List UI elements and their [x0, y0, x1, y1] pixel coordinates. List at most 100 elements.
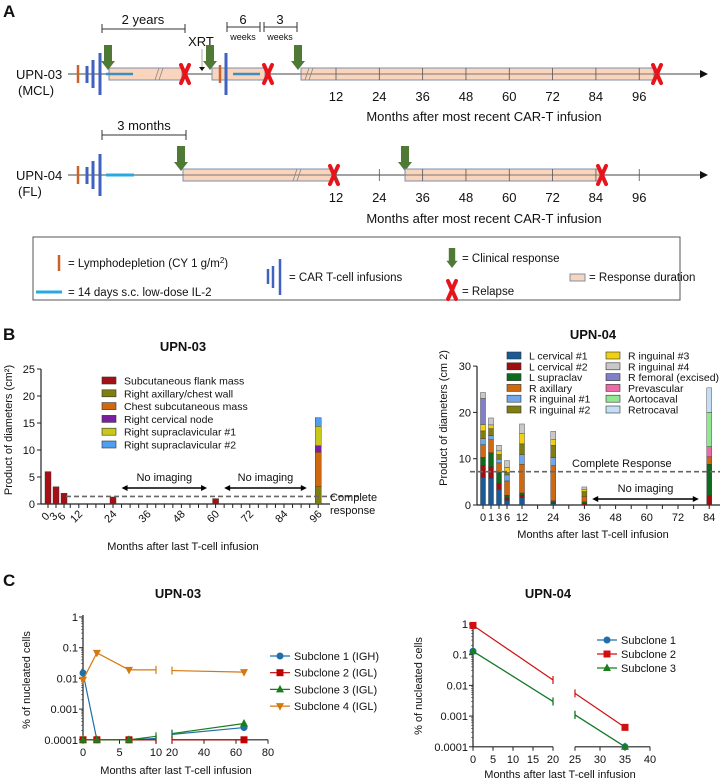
x-tick-label: 36 [137, 508, 154, 525]
bar-segment-l-supraclav [550, 500, 556, 503]
series-subclone-3-igl-marker [124, 735, 133, 743]
bar-segment-subcutaneous-flank-mass [52, 486, 60, 505]
month-tick-label: 72 [545, 89, 559, 104]
bar-segment-l-cervical-1 [496, 489, 502, 506]
legend-label: Subcutaneous flank mass [124, 376, 244, 388]
bar-segment-r-axillary [519, 464, 525, 494]
bar-segment-r-inguinal-2 [550, 445, 556, 458]
y-tick-label: 1 [462, 619, 468, 631]
y-tick-label: 10 [23, 445, 35, 457]
legend-label: R inguinal #2 [529, 405, 590, 417]
clinical-response-arrow-icon [174, 146, 188, 171]
bar-segment-l-cervical-1 [550, 503, 556, 506]
arrowhead-right [300, 485, 307, 491]
weeks-label: weeks [229, 32, 256, 42]
month-tick-label: 12 [329, 190, 343, 205]
upn04-axis-label: Months after most recent CAR-T infusion [366, 211, 601, 226]
series-subclone-3-igl-marker [92, 735, 101, 743]
y-axis-label: % of nucleated cells [21, 631, 33, 729]
upn04-timeline: UPN-04 (FL) 3 months 12 24 36 48 60 72 84 96 Mo… [16, 118, 708, 226]
legend-swatch [605, 373, 621, 381]
bar-segment-l-supraclav [504, 495, 510, 499]
series-subclone-4-igl-marker [124, 666, 133, 675]
bar-segment-l-cervical-1 [488, 477, 494, 506]
x-tick-label: 24 [547, 512, 559, 524]
month-tick-label: 96 [632, 89, 646, 104]
legend-label: R femoral (excised) [628, 372, 719, 384]
panel-label-a: A [3, 2, 15, 21]
legend-swatch [506, 362, 522, 371]
x-tick-label: 72 [239, 508, 256, 525]
panel-label-c: C [3, 571, 15, 590]
legend-swatch [605, 351, 621, 360]
legend-label: Subclone 2 [621, 649, 676, 661]
upn03-month-ticks: 12 24 36 48 60 72 84 96 [329, 68, 646, 104]
y-tick-label: 30 [459, 361, 471, 373]
legend-swatch [101, 427, 117, 436]
bar-segment-r-inguinal-1 [488, 435, 494, 440]
bar-segment-r-inguinal-3 [496, 450, 502, 455]
x-tick-label: 30 [594, 754, 606, 766]
x-tick-label: 0 [470, 754, 476, 766]
y-tick-label: 0.001 [440, 711, 468, 723]
legend-label: Right supraclavicular #1 [124, 427, 236, 439]
x-tick-label: 35 [619, 754, 631, 766]
legend-marker [276, 669, 284, 677]
upn03-diagnosis: (MCL) [18, 83, 54, 98]
clinical-response-arrow-icon [291, 45, 305, 70]
upn04-month-ticks: 12 24 36 48 60 72 84 96 [329, 169, 646, 205]
series-subclone-4-igl-line [171, 669, 245, 673]
x-tick-label: 60 [230, 747, 242, 759]
legend-swatch [101, 440, 117, 449]
month-tick-label: 72 [545, 190, 559, 205]
legend-marker [276, 652, 284, 660]
legend-marker [276, 684, 284, 693]
bar-segment-l-cervical-2 [581, 502, 588, 506]
x-tick-label: 72 [672, 512, 684, 524]
x-tick-label: 40 [198, 747, 210, 759]
upn04-label: UPN-04 [16, 168, 62, 183]
three-months-bracket: 3 months [101, 118, 187, 140]
bar-segment-l-supraclav [519, 492, 525, 496]
y-tick-label: 10 [459, 454, 471, 466]
bar-segment-l-cervical-2 [706, 495, 712, 506]
axis-break-icon [154, 67, 164, 81]
legend-label: Retrocaval [628, 405, 678, 417]
arrowhead-right [201, 485, 208, 491]
bar-segment-l-supraclav [488, 452, 494, 467]
bar-segment-l-cervical-1 [504, 500, 510, 506]
arrowhead-left [121, 485, 128, 491]
bar-segment-r-inguinal-1 [519, 454, 525, 465]
y-tick-label: 0.0001 [434, 742, 468, 754]
series-subclone-3-marker [621, 742, 629, 750]
x-tick-label: 20 [547, 754, 559, 766]
timeline-arrowhead [700, 70, 708, 78]
no-imaging-label: No imaging [136, 472, 192, 484]
x-tick-label: 3 [496, 512, 502, 524]
month-tick-label: 24 [372, 190, 386, 205]
legend-swatch [506, 384, 522, 392]
x-axis-label: Months after last T-cell infusion [517, 529, 668, 541]
y-axis-label: Product of diameters (cm²) [3, 365, 15, 495]
month-tick-label: 60 [502, 89, 516, 104]
y-tick-label: 0.1 [63, 643, 78, 655]
clinical-response-arrow-icon [398, 146, 412, 171]
chart-title: UPN-04 [525, 586, 572, 601]
legend-label: Subclone 3 (IGL) [294, 684, 377, 696]
x-tick-label: 36 [578, 512, 590, 524]
legend-marker [603, 663, 611, 671]
bar-segment-r-inguinal-2 [581, 491, 588, 497]
bar-segment-retrocaval [706, 387, 712, 413]
bar-segment-r-axillary [488, 439, 494, 453]
y-tick-label: 0.0001 [44, 735, 78, 747]
bar-segment-r-axillary [480, 444, 486, 458]
x-tick-label: 0 [80, 747, 86, 759]
series-subclone-2-marker [469, 621, 477, 629]
complete-response-label: Complete [330, 492, 377, 504]
series-subclone-4-igl-marker [79, 676, 87, 685]
bar-segment-r-inguinal-4 [488, 417, 494, 426]
bar-segment-r-inguinal-2 [480, 430, 486, 439]
bar-segment-r-axillary [581, 496, 588, 502]
bar-segment-l-supraclav [496, 471, 502, 484]
